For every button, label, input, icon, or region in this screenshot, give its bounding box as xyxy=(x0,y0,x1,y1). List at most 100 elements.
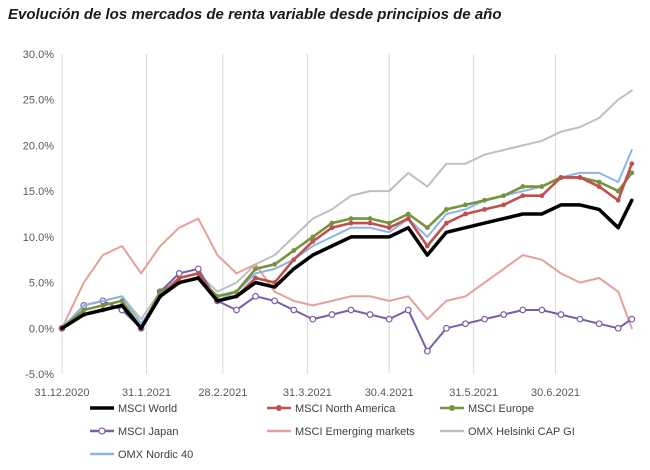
series-point-1 xyxy=(629,161,635,167)
series-point-1 xyxy=(424,243,430,249)
series-point-2 xyxy=(272,261,278,267)
series-point-2 xyxy=(424,225,430,231)
series-point-2 xyxy=(367,216,373,221)
series-point-3 xyxy=(576,315,584,323)
y-axis-ticks: -5.0% 0.0% 5.0% 10.0% 15.0% 20.0% 25.0% 30.0% xyxy=(23,49,54,381)
series-point-3 xyxy=(538,306,546,314)
series-point-2 xyxy=(520,184,526,189)
series-point-3 xyxy=(271,297,279,305)
series-point-1 xyxy=(195,271,201,276)
series-point-3 xyxy=(347,306,355,314)
series-point-3 xyxy=(481,315,488,323)
x-tick-label: 28.2.2021 xyxy=(198,387,247,399)
series-point-1 xyxy=(367,220,373,226)
x-tick-label: 31.3.2021 xyxy=(283,387,332,399)
series-line-2 xyxy=(60,171,634,330)
series-point-3 xyxy=(614,324,622,332)
series-point-1 xyxy=(444,220,449,226)
series-point-3 xyxy=(175,270,183,277)
series-point-1 xyxy=(558,175,564,180)
series-point-2 xyxy=(100,303,106,308)
x-tick-label: 30.4.2021 xyxy=(365,387,414,399)
series-point-2 xyxy=(463,202,468,208)
legend-marker-1 xyxy=(276,405,282,411)
series-layer xyxy=(58,89,636,355)
series-point-3 xyxy=(309,315,317,323)
series-point-3 xyxy=(328,311,336,318)
series-point-1 xyxy=(615,197,621,203)
series-point-2 xyxy=(482,197,487,203)
series-point-2 xyxy=(629,170,635,176)
x-tick-label: 31.5.2021 xyxy=(449,387,498,399)
series-point-1 xyxy=(310,239,316,244)
series-point-3 xyxy=(557,311,565,318)
series-point-2 xyxy=(444,207,449,212)
series-point-3 xyxy=(233,306,240,314)
series-point-1 xyxy=(577,175,583,180)
chart-title: Evolución de los mercados de renta varia… xyxy=(8,6,502,23)
x-tick-label: 31.12.2020 xyxy=(34,387,89,399)
y-tick-label: 20.0% xyxy=(23,140,54,152)
series-point-1 xyxy=(348,220,354,226)
series-point-2 xyxy=(157,289,163,295)
y-tick-label: -5.0% xyxy=(25,369,54,381)
legend-marker-3 xyxy=(98,427,106,435)
series-line-1 xyxy=(60,162,634,330)
series-point-2 xyxy=(81,307,87,313)
series-point-3 xyxy=(385,315,393,323)
legend-label: MSCI North America xyxy=(295,403,396,415)
series-point-1 xyxy=(405,216,411,221)
series-line-5 xyxy=(61,89,633,330)
series-point-1 xyxy=(176,275,182,281)
series-point-3 xyxy=(595,320,603,328)
y-tick-label: 0.0% xyxy=(29,323,54,335)
series-point-1 xyxy=(501,202,507,208)
series-point-1 xyxy=(291,257,297,263)
series-point-3 xyxy=(194,265,202,273)
x-tick-label: 30.6.2021 xyxy=(531,387,580,399)
series-point-1 xyxy=(482,207,487,212)
series-point-1 xyxy=(596,184,602,189)
series-point-2 xyxy=(310,234,316,240)
legend: MSCI World MSCI North America MSCI Europe M… xyxy=(90,403,575,461)
series-point-3 xyxy=(628,315,636,323)
series-point-2 xyxy=(348,216,354,221)
series-point-1 xyxy=(253,275,258,281)
series-point-2 xyxy=(405,211,411,217)
series-point-2 xyxy=(539,184,545,189)
series-point-3 xyxy=(443,324,450,332)
series-point-3 xyxy=(423,347,431,355)
series-point-3 xyxy=(500,311,508,318)
series-point-1 xyxy=(539,193,545,199)
series-point-3 xyxy=(462,320,469,328)
series-point-2 xyxy=(386,220,392,226)
series-line-4 xyxy=(61,217,633,330)
gridlines xyxy=(61,54,556,374)
series-point-2 xyxy=(253,266,258,272)
series-point-2 xyxy=(291,248,297,253)
series-point-1 xyxy=(386,225,392,231)
series-point-1 xyxy=(329,225,335,231)
series-point-3 xyxy=(290,306,298,314)
legend-label: MSCI Japan xyxy=(118,426,179,438)
series-point-2 xyxy=(615,188,621,194)
series-point-1 xyxy=(520,193,526,199)
y-tick-label: 30.0% xyxy=(23,49,54,61)
series-point-2 xyxy=(501,193,507,199)
x-axis-ticks: 31.12.2020 31.1.2021 28.2.2021 31.3.2021 30.… xyxy=(34,387,579,399)
series-point-3 xyxy=(519,306,527,314)
legend-label: MSCI World xyxy=(118,403,177,415)
series-point-3 xyxy=(404,306,412,314)
series-point-3 xyxy=(366,311,374,318)
series-line-0 xyxy=(60,198,634,331)
y-tick-label: 15.0% xyxy=(23,186,54,198)
legend-marker-2 xyxy=(449,405,455,411)
series-point-2 xyxy=(596,179,602,185)
series-point-2 xyxy=(234,289,239,295)
series-point-2 xyxy=(329,220,335,226)
series-point-3 xyxy=(252,292,259,300)
legend-label: OMX Helsinki CAP GI xyxy=(468,426,575,438)
series-point-1 xyxy=(463,211,468,217)
legend-label: MSCI Emerging markets xyxy=(295,426,415,438)
